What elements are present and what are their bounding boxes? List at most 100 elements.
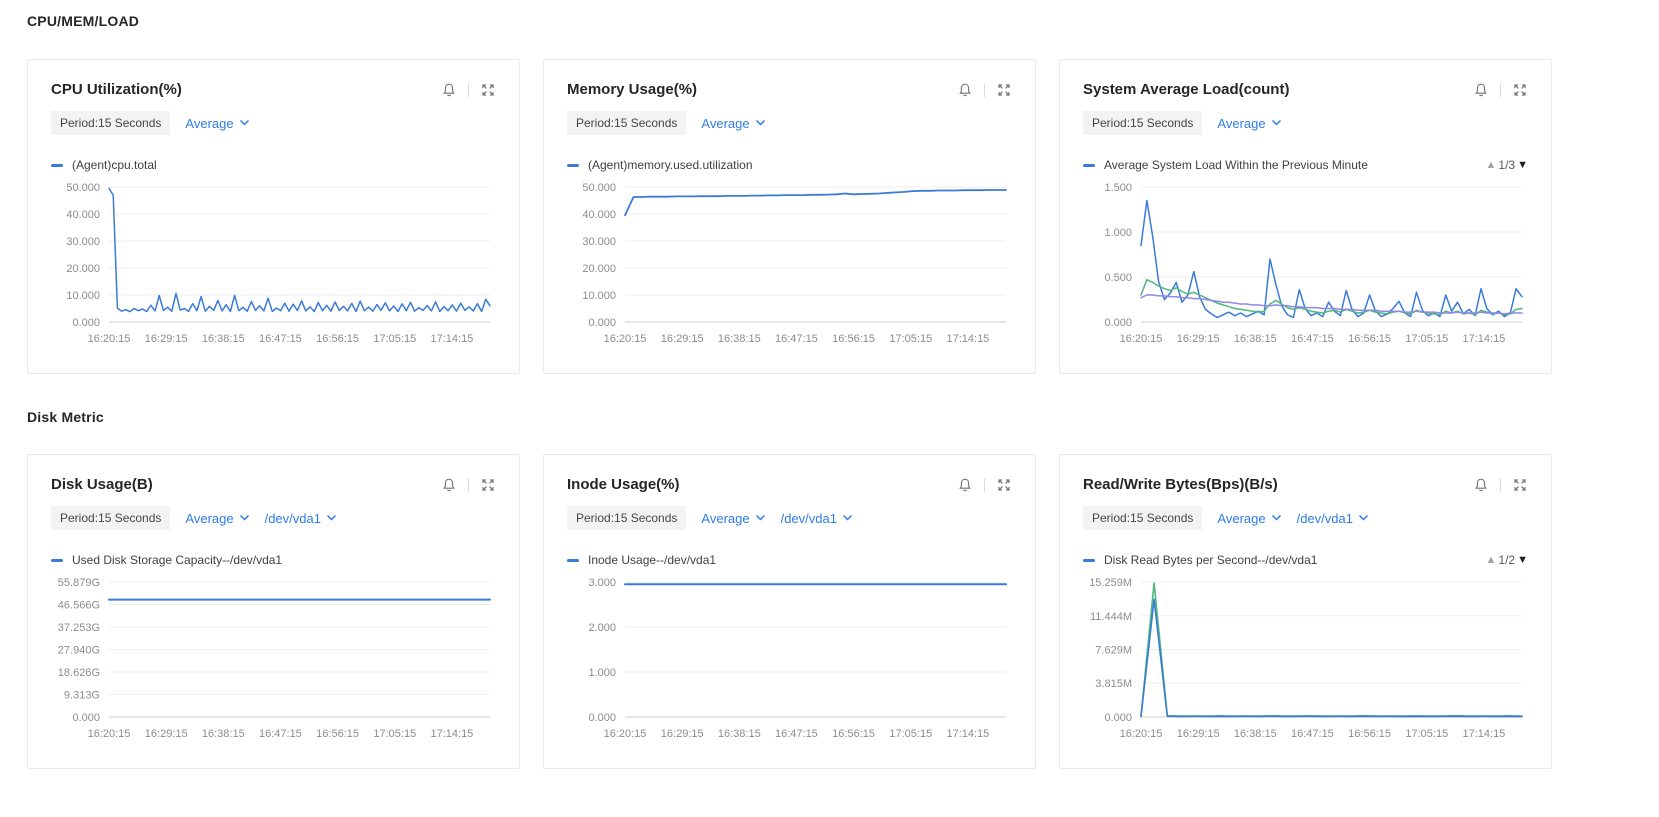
device-dropdown[interactable]: /dev/vda1 [781,511,853,526]
svg-text:16:47:15: 16:47:15 [775,333,818,345]
svg-text:11.444M: 11.444M [1090,611,1132,623]
svg-text:50.000: 50.000 [66,182,100,194]
legend-item[interactable]: Average System Load Within the Previous … [1083,158,1368,172]
card-title: CPU Utilization(%) [51,81,182,98]
svg-text:16:47:15: 16:47:15 [775,728,818,740]
device-dropdown[interactable]: /dev/vda1 [265,511,337,526]
cards-row-1: CPU Utilization(%) Period:15 Seconds Ave… [27,59,1552,374]
legend-item[interactable]: (Agent)cpu.total [51,158,157,172]
alarm-bell-icon[interactable] [1473,82,1489,98]
legend-item[interactable]: (Agent)memory.used.utilization [567,158,753,172]
divider [468,82,469,97]
svg-text:0.000: 0.000 [1104,317,1132,329]
card-title: System Average Load(count) [1083,81,1290,98]
alarm-bell-icon[interactable] [957,82,973,98]
svg-text:27.940G: 27.940G [58,645,100,657]
svg-text:17:05:15: 17:05:15 [373,728,416,740]
aggregation-dropdown[interactable]: Average [1217,116,1281,131]
chevron-down-icon [239,514,249,521]
chevron-down-icon [1271,119,1281,126]
alarm-bell-icon[interactable] [957,477,973,493]
svg-text:16:47:15: 16:47:15 [259,728,302,740]
svg-text:16:47:15: 16:47:15 [259,333,302,345]
device-dropdown[interactable]: /dev/vda1 [1297,511,1369,526]
legend-item[interactable]: Used Disk Storage Capacity--/dev/vda1 [51,553,282,567]
svg-text:2.000: 2.000 [588,622,616,634]
svg-text:17:14:15: 17:14:15 [946,333,989,345]
pager-up-icon[interactable]: ▲ [1485,554,1497,566]
svg-text:17:14:15: 17:14:15 [430,728,473,740]
aggregation-dropdown[interactable]: Average [701,511,765,526]
aggregation-dropdown[interactable]: Average [185,116,249,131]
svg-text:30.000: 30.000 [582,236,616,248]
svg-text:16:56:15: 16:56:15 [316,333,359,345]
svg-text:3.815M: 3.815M [1095,678,1132,690]
svg-text:16:29:15: 16:29:15 [145,728,188,740]
legend-item[interactable]: Disk Read Bytes per Second--/dev/vda1 [1083,553,1317,567]
alarm-bell-icon[interactable] [441,477,457,493]
svg-text:16:29:15: 16:29:15 [1177,728,1220,740]
cards-row-2: Disk Usage(B) Period:15 Seconds Average … [27,454,1552,769]
svg-text:0.000: 0.000 [588,317,616,329]
svg-text:10.000: 10.000 [66,290,100,302]
svg-text:16:20:15: 16:20:15 [1120,728,1163,740]
period-tag: Period:15 Seconds [1083,506,1203,530]
svg-text:16:20:15: 16:20:15 [88,333,131,345]
svg-text:1.000: 1.000 [1104,227,1132,239]
fullscreen-expand-icon[interactable] [480,477,496,493]
svg-text:16:47:15: 16:47:15 [1291,728,1334,740]
svg-text:1.500: 1.500 [1104,182,1132,194]
svg-text:16:47:15: 16:47:15 [1291,333,1334,345]
svg-text:40.000: 40.000 [582,209,616,221]
monitoring-dashboard: CPU/MEM/LOAD CPU Utilization(%) Period:1… [27,13,1552,769]
chevron-down-icon [1358,514,1368,521]
alarm-bell-icon[interactable] [1473,477,1489,493]
period-tag: Period:15 Seconds [51,111,171,135]
legend-item[interactable]: Inode Usage--/dev/vda1 [567,553,716,567]
svg-text:15.259M: 15.259M [1089,577,1132,589]
svg-text:17:05:15: 17:05:15 [1405,333,1448,345]
divider [984,477,985,492]
fullscreen-expand-icon[interactable] [996,82,1012,98]
divider [1500,477,1501,492]
fullscreen-expand-icon[interactable] [1512,82,1528,98]
aggregation-dropdown[interactable]: Average [185,511,249,526]
pager-up-icon[interactable]: ▲ [1485,159,1497,171]
fullscreen-expand-icon[interactable] [996,477,1012,493]
pager-position: 1/3 [1498,158,1516,172]
svg-text:16:56:15: 16:56:15 [316,728,359,740]
svg-text:16:20:15: 16:20:15 [604,728,647,740]
svg-text:16:29:15: 16:29:15 [1177,333,1220,345]
svg-text:16:56:15: 16:56:15 [832,728,875,740]
card-read-write-bytes: Read/Write Bytes(Bps)(B/s) Period:15 Sec… [1059,454,1552,769]
fullscreen-expand-icon[interactable] [1512,477,1528,493]
pager-position: 1/2 [1498,553,1516,567]
chevron-down-icon [326,514,336,521]
svg-text:0.000: 0.000 [588,712,616,724]
pager-down-icon[interactable]: ▼ [1517,554,1528,566]
svg-text:1.000: 1.000 [588,667,616,679]
svg-text:17:05:15: 17:05:15 [373,333,416,345]
card-inode-usage: Inode Usage(%) Period:15 Seconds Average… [543,454,1036,769]
chevron-down-icon [755,119,765,126]
chevron-down-icon [239,119,249,126]
svg-text:17:05:15: 17:05:15 [889,333,932,345]
fullscreen-expand-icon[interactable] [480,82,496,98]
period-tag: Period:15 Seconds [567,506,687,530]
card-cpu-utilization: CPU Utilization(%) Period:15 Seconds Ave… [27,59,520,374]
svg-text:17:05:15: 17:05:15 [889,728,932,740]
svg-text:0.000: 0.000 [72,317,100,329]
aggregation-dropdown[interactable]: Average [701,116,765,131]
alarm-bell-icon[interactable] [441,82,457,98]
memory-usage-chart: 0.000 10.000 20.000 30.000 40.000 50.000 16:20… [567,177,1012,349]
svg-text:17:14:15: 17:14:15 [946,728,989,740]
svg-text:0.000: 0.000 [72,712,100,724]
pager-down-icon[interactable]: ▼ [1517,159,1528,171]
aggregation-dropdown[interactable]: Average [1217,511,1281,526]
svg-text:16:38:15: 16:38:15 [1234,333,1277,345]
svg-text:17:14:15: 17:14:15 [1462,728,1505,740]
legend-pager: ▲ 1/3 ▼ [1486,158,1528,172]
card-system-average-load: System Average Load(count) Period:15 Sec… [1059,59,1552,374]
card-title: Disk Usage(B) [51,476,153,493]
card-disk-usage: Disk Usage(B) Period:15 Seconds Average … [27,454,520,769]
